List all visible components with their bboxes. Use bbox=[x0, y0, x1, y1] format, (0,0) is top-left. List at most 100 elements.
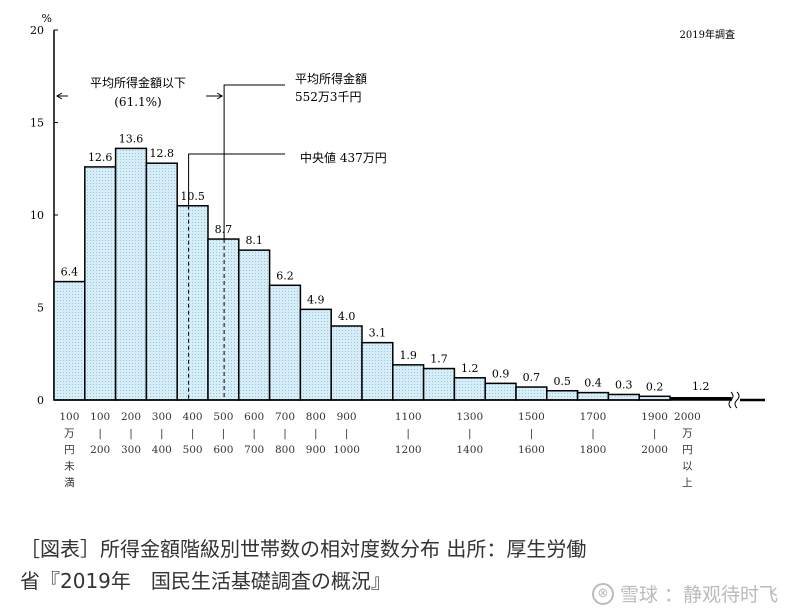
x-tick-label: 1200 bbox=[395, 444, 422, 456]
bar bbox=[422, 367, 456, 401]
bar bbox=[392, 364, 425, 401]
x-tick-label: 600 bbox=[244, 411, 264, 423]
bar-value-label: 3.1 bbox=[369, 327, 387, 340]
median-leader-line bbox=[188, 153, 285, 206]
x-tick-label: 700 bbox=[244, 444, 264, 456]
caption-line-1: ［図表］所得金額階級別世帯数の相対度数分布 出所：厚生労働 bbox=[20, 537, 587, 561]
bar-value-label: 4.0 bbox=[338, 310, 356, 323]
x-tick-label: | bbox=[530, 428, 534, 441]
y-tick-label: 15 bbox=[30, 117, 44, 130]
x-tick-label: | bbox=[283, 428, 287, 441]
bar bbox=[114, 147, 148, 401]
y-tick-label: 0 bbox=[37, 394, 44, 407]
bar-value-label: 8.7 bbox=[215, 223, 233, 236]
watermark: ⊗ 雪球 ：静观待时飞 bbox=[591, 580, 778, 607]
x-tick-label: 300 bbox=[121, 444, 141, 456]
bar-value-label: 1.9 bbox=[399, 349, 417, 362]
x-tick-label: 上 bbox=[682, 477, 693, 489]
bar bbox=[607, 393, 640, 401]
right-arrow-icon bbox=[206, 92, 224, 100]
x-tick-label: | bbox=[591, 428, 595, 441]
x-tick-label: 2000 bbox=[641, 444, 668, 456]
x-tick-label: 1000 bbox=[333, 444, 360, 456]
bar bbox=[330, 325, 363, 401]
x-tick-label: 1800 bbox=[580, 444, 607, 456]
x-tick-label: | bbox=[222, 428, 226, 441]
y-tick-label: 10 bbox=[30, 209, 44, 222]
x-tick-label: | bbox=[191, 428, 195, 441]
bar-value-label: 0.5 bbox=[553, 375, 571, 388]
x-tick-label: | bbox=[406, 428, 410, 441]
x-tick-label: 円 bbox=[682, 444, 693, 456]
axis-break-icon bbox=[728, 391, 740, 409]
x-tick-label: | bbox=[98, 428, 102, 441]
x-tick-label: 1400 bbox=[456, 444, 483, 456]
x-tick-label: 200 bbox=[121, 411, 141, 423]
caption-line-2: 省『2019年 国民生活基礎調査の概況』 bbox=[20, 569, 391, 593]
x-tick-label: | bbox=[252, 428, 256, 441]
x-tick-label: | bbox=[129, 428, 133, 441]
x-tick-label: 900 bbox=[337, 411, 357, 423]
snowball-logo-icon: ⊗ bbox=[591, 582, 614, 605]
x-tick-label: 400 bbox=[183, 411, 203, 423]
bar bbox=[453, 377, 486, 401]
x-tick-label: | bbox=[160, 428, 164, 441]
bar bbox=[145, 162, 178, 401]
bar bbox=[176, 205, 209, 401]
bar-value-label: 1.2 bbox=[692, 380, 710, 393]
x-tick-label: 1500 bbox=[518, 411, 545, 423]
bar-value-label: 13.6 bbox=[119, 132, 144, 145]
bar-value-label: 1.7 bbox=[430, 353, 448, 366]
bar bbox=[361, 341, 394, 401]
bar bbox=[268, 284, 302, 401]
x-tick-label: 1600 bbox=[518, 444, 545, 456]
bar bbox=[546, 390, 579, 401]
bar bbox=[576, 391, 610, 401]
x-tick-label: 800 bbox=[275, 444, 295, 456]
bar-value-label: 0.9 bbox=[492, 367, 510, 380]
x-tick-label: | bbox=[345, 428, 349, 441]
bar-value-label: 6.4 bbox=[61, 266, 79, 279]
x-tick-label: 900 bbox=[306, 444, 326, 456]
x-tick-label: 300 bbox=[152, 411, 172, 423]
bar-value-label: 0.4 bbox=[584, 377, 602, 390]
bar bbox=[299, 308, 332, 401]
survey-year-note: 2019年調査 bbox=[680, 28, 735, 41]
x-tick-label: 1300 bbox=[456, 411, 483, 423]
bar-value-label: 0.3 bbox=[615, 378, 633, 391]
x-tick-label: 1700 bbox=[580, 411, 607, 423]
mean-value: 552万3千円 bbox=[295, 90, 362, 104]
bar-value-label: 12.6 bbox=[88, 151, 113, 164]
x-tick-label: 1100 bbox=[395, 411, 422, 423]
below-mean-label: 平均所得金額以下 bbox=[90, 75, 186, 90]
bar bbox=[84, 166, 117, 401]
bar bbox=[207, 238, 240, 401]
x-tick-label: 100 bbox=[59, 411, 79, 423]
y-tick-label: 20 bbox=[30, 24, 44, 37]
x-tick-label: 2000 bbox=[674, 411, 701, 423]
watermark-site: 雪球 bbox=[619, 584, 658, 606]
x-tick-label: 円 bbox=[64, 444, 75, 456]
x-tick-label: | bbox=[314, 428, 318, 441]
x-tick-label: 満 bbox=[64, 477, 75, 489]
y-tick-label: 5 bbox=[37, 302, 44, 315]
bar-value-label: 12.8 bbox=[150, 147, 175, 160]
bar bbox=[515, 386, 548, 401]
x-tick-label: 100 bbox=[90, 411, 110, 423]
mean-leader-line bbox=[223, 84, 285, 240]
mean-label: 平均所得金額 bbox=[295, 71, 367, 86]
x-tick-label: 1900 bbox=[641, 411, 668, 423]
x-tick-label: 400 bbox=[152, 444, 172, 456]
x-tick-label: 500 bbox=[183, 444, 203, 456]
x-tick-label: 万 bbox=[682, 428, 693, 440]
median-label: 中央値 437万円 bbox=[300, 150, 387, 165]
bar bbox=[53, 280, 86, 401]
left-arrow-icon bbox=[56, 92, 68, 100]
x-tick-label: 600 bbox=[213, 444, 233, 456]
y-axis-unit: % bbox=[42, 12, 52, 25]
bar-value-label: 8.1 bbox=[245, 234, 263, 247]
x-tick-label: 以 bbox=[682, 461, 693, 473]
x-tick-label: 700 bbox=[275, 411, 295, 423]
x-tick-label: | bbox=[468, 428, 472, 441]
